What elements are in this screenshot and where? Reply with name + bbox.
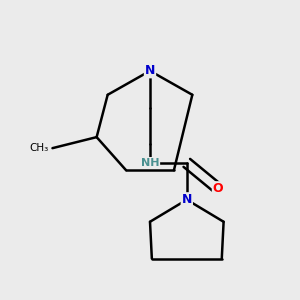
Text: N: N [145,64,155,77]
Text: CH₃: CH₃ [29,143,49,153]
Text: O: O [213,182,224,195]
Text: N: N [182,193,192,206]
Text: NH: NH [141,158,159,168]
